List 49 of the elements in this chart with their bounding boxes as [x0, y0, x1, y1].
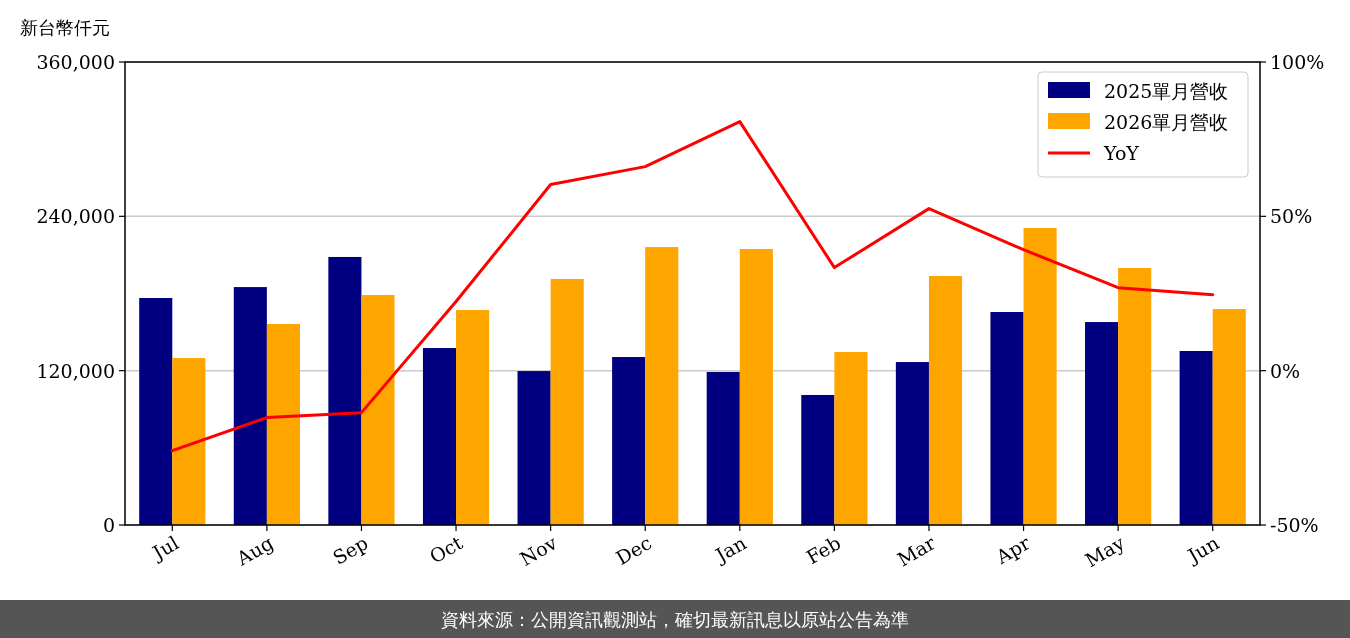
y2-tick-label: -50%: [1270, 514, 1319, 536]
x-tick-label: Nov: [516, 531, 561, 570]
y2-tick-label: 50%: [1270, 205, 1313, 228]
bar: [328, 256, 362, 525]
bar: [895, 362, 929, 525]
bar: [645, 247, 679, 525]
x-tick-label: Jun: [1182, 531, 1223, 568]
bar: [233, 287, 267, 525]
y-tick-label: 240,000: [36, 205, 115, 228]
x-tick-label: Dec: [612, 531, 656, 570]
x-tick-label: Jan: [710, 531, 750, 568]
bar: [517, 371, 551, 525]
bar: [139, 298, 173, 525]
y-tick-label: 0: [102, 514, 115, 536]
bar: [612, 357, 646, 525]
bar: [1085, 322, 1119, 525]
bar: [834, 352, 868, 525]
y2-tick-label: 100%: [1270, 51, 1325, 73]
bar: [422, 348, 457, 525]
bar: [801, 394, 835, 525]
x-tick-label: Apr: [991, 530, 1035, 569]
bar: [172, 358, 206, 525]
y2-tick-label: 0%: [1270, 359, 1301, 382]
bar: [1118, 268, 1152, 525]
x-tick-label: Feb: [802, 531, 845, 569]
source-note: 資料來源：公開資訊觀測站，確切最新訊息以原站公告為準: [441, 609, 909, 630]
bar: [361, 295, 395, 525]
x-tick-label: Aug: [231, 531, 277, 571]
legend-label: 2026單月營收: [1104, 111, 1229, 133]
bar: [739, 249, 773, 525]
bar: [1212, 309, 1246, 525]
bar: [1023, 228, 1057, 525]
bar: [1179, 350, 1213, 525]
bar: [456, 309, 490, 525]
bar: [928, 276, 963, 525]
legend-label: YoY: [1103, 142, 1140, 164]
bar: [550, 278, 584, 525]
x-tick-label: Sep: [328, 531, 372, 569]
bar: [266, 323, 300, 525]
y-tick-label: 120,000: [36, 359, 115, 382]
bar: [990, 312, 1024, 525]
x-tick-label: Mar: [893, 530, 940, 571]
x-tick-label: Jul: [147, 531, 183, 565]
bar: [706, 371, 740, 525]
x-tick-label: May: [1081, 531, 1129, 572]
legend-label: 2025單月營收: [1104, 80, 1229, 102]
y-tick-label: 360,000: [36, 51, 115, 73]
x-tick-label: Oct: [425, 531, 467, 568]
y-axis-title: 新台幣仟元: [20, 17, 110, 38]
